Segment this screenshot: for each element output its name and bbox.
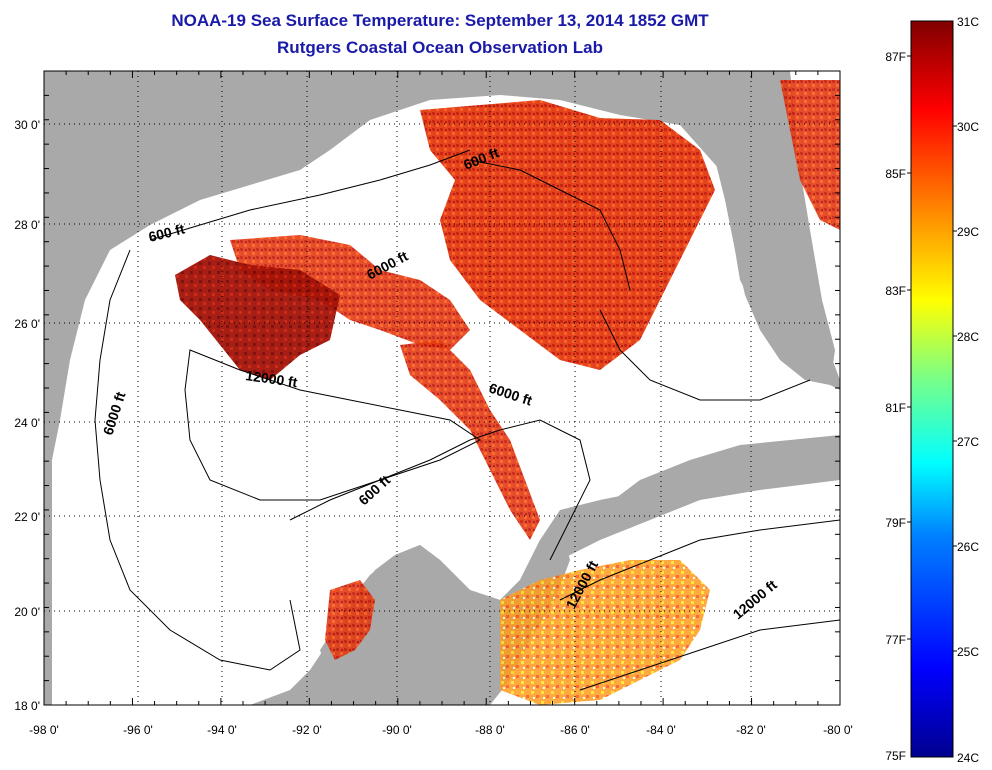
colorbar-c-label: 29C xyxy=(957,225,979,239)
sst-patch-bay-of-campeche xyxy=(325,580,375,660)
latitude-axis: 30 0' 28 0' 26 0' 24 0' 22 0' 20 0' 18 0… xyxy=(14,118,40,713)
lon-label-88: -88 0' xyxy=(475,723,505,737)
axis-ticks xyxy=(43,70,841,706)
contour-12000ft-caribbean-2 xyxy=(579,619,840,691)
temperature-colorbar: 31C 30C 29C 28C 27C 26C 25C 24C 87F 85F … xyxy=(885,15,979,765)
contour-12000ft-caribbean xyxy=(559,519,840,601)
colorbar-f-label: 79F xyxy=(885,516,906,530)
contour-12000ft-central xyxy=(184,349,481,501)
lat-lon-grid xyxy=(44,71,840,705)
map-plot-area xyxy=(44,71,840,705)
lat-label-28: 28 0' xyxy=(14,218,40,232)
contour-600ft-west xyxy=(149,149,471,241)
lon-label-98: -98 0' xyxy=(29,723,59,737)
lon-label-84: -84 0' xyxy=(646,723,676,737)
lon-label-94: -94 0' xyxy=(207,723,237,737)
lon-label-80: -80 0' xyxy=(823,723,853,737)
lat-label-30: 30 0' xyxy=(14,118,40,132)
sst-patch-loop-current xyxy=(400,340,540,540)
colorbar-f-label: 83F xyxy=(885,284,906,298)
lon-label-86: -86 0' xyxy=(560,723,590,737)
lon-label-82: -82 0' xyxy=(736,723,766,737)
colorbar-c-label: 25C xyxy=(957,645,979,659)
colorbar-f-label: 85F xyxy=(885,167,906,181)
sst-patch-atlantic xyxy=(780,80,840,230)
cuba-island xyxy=(600,435,840,510)
lat-label-26: 26 0' xyxy=(14,317,40,331)
lat-label-22: 22 0' xyxy=(14,510,40,524)
sst-patch-western-hot xyxy=(175,255,340,380)
colorbar-f-label: 77F xyxy=(885,633,906,647)
colorbar-f-label: 87F xyxy=(885,50,906,64)
sst-patch-northeast-gulf xyxy=(420,100,715,370)
lat-label-18: 18 0' xyxy=(14,699,40,713)
contour-6000ft-east xyxy=(599,309,811,401)
colorbar-ticks xyxy=(907,55,957,652)
colorbar-c-label: 27C xyxy=(957,435,979,449)
contour-6000ft-west xyxy=(94,249,301,671)
lon-label-90: -90 0' xyxy=(382,723,412,737)
florida-peninsula xyxy=(715,110,835,385)
map-subtitle: Rutgers Coastal Ocean Observation Lab xyxy=(277,38,603,57)
colorbar-c-label: 30C xyxy=(957,120,979,134)
colorbar-c-label: 31C xyxy=(957,15,979,29)
sst-patch-central-gulf xyxy=(230,235,470,350)
colorbar-c-label: 24C xyxy=(957,751,979,765)
contour-600ft-yucatan xyxy=(289,419,591,561)
map-title: NOAA-19 Sea Surface Temperature: Septemb… xyxy=(171,11,709,30)
colorbar-f-label: 75F xyxy=(885,749,906,763)
colorbar-gradient xyxy=(910,20,954,758)
longitude-axis: -98 0' -96 0' -94 0' -92 0' -90 0' -88 0… xyxy=(29,723,853,737)
lat-label-24: 24 0' xyxy=(14,416,40,430)
colorbar-c-label: 26C xyxy=(957,540,979,554)
colorbar-c-label: 28C xyxy=(957,330,979,344)
lon-label-96: -96 0' xyxy=(123,723,153,737)
contour-600ft-northeast xyxy=(469,159,631,291)
lon-label-92: -92 0' xyxy=(292,723,322,737)
sst-patch-caribbean xyxy=(500,560,710,705)
lat-label-20: 20 0' xyxy=(14,605,40,619)
contour-label: 12000 ft xyxy=(245,367,299,390)
colorbar-f-label: 81F xyxy=(885,401,906,415)
